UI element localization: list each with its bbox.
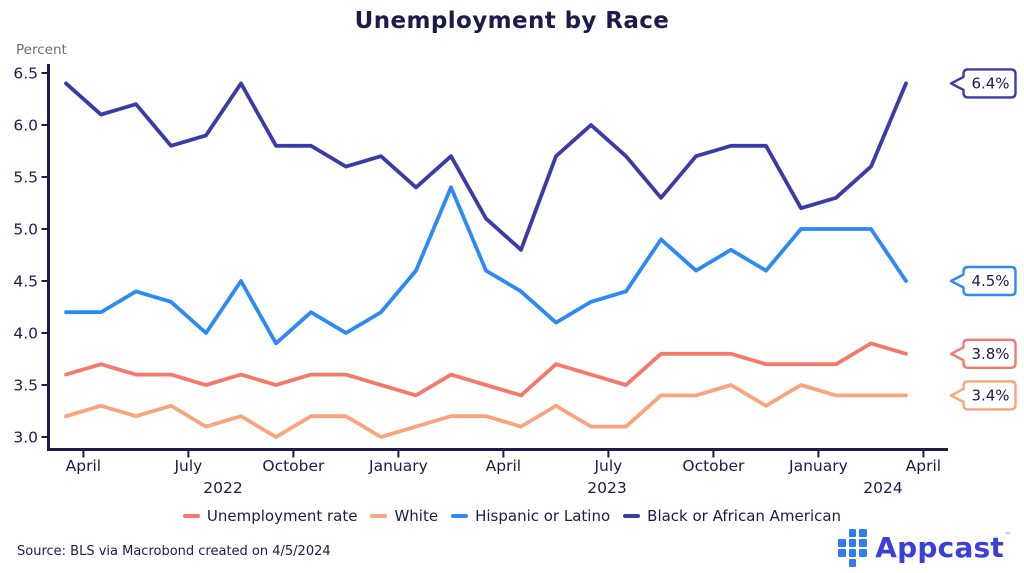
y-tick-label: 3.0 bbox=[13, 429, 38, 447]
y-tick-label: 3.5 bbox=[13, 377, 38, 395]
x-tick-label: April bbox=[486, 457, 521, 475]
x-tick-label: October bbox=[682, 457, 745, 475]
logo-square bbox=[848, 559, 857, 567]
series-line-black-or-african-american bbox=[64, 81, 908, 252]
logo-square bbox=[838, 539, 846, 547]
legend-swatch-icon bbox=[182, 514, 200, 518]
x-tick-label: April bbox=[66, 457, 101, 475]
legend-swatch-icon bbox=[623, 514, 641, 518]
legend: Unemployment rate White Hispanic or Latino… bbox=[0, 507, 1024, 525]
callout-value: 4.5% bbox=[971, 272, 1009, 290]
logo-square bbox=[838, 549, 846, 557]
logo-square bbox=[859, 539, 867, 547]
callout-box-6.4 bbox=[949, 68, 1017, 99]
logo-square bbox=[859, 529, 867, 537]
y-tick-label: 5.5 bbox=[13, 169, 38, 187]
trademark-symbol: ™ bbox=[1004, 531, 1012, 540]
series-line-white bbox=[64, 383, 908, 439]
appcast-logo-mark-icon bbox=[838, 529, 867, 567]
source-note: Source: BLS via Macrobond created on 4/5… bbox=[17, 544, 331, 559]
legend-label: White bbox=[394, 507, 439, 525]
legend-label: Unemployment rate bbox=[206, 507, 358, 525]
x-tick-label: July bbox=[593, 457, 622, 475]
callout-value: 6.4% bbox=[971, 75, 1009, 93]
legend-item-hispanic-or-latino: Hispanic or Latino bbox=[451, 507, 610, 525]
logo-square bbox=[848, 529, 857, 537]
callout-box-3.4 bbox=[949, 380, 1017, 411]
x-year-label: 2024 bbox=[863, 479, 902, 497]
legend-item-white: White bbox=[370, 507, 438, 525]
callout-value: 3.4% bbox=[971, 387, 1009, 405]
series-line-unemployment-rate bbox=[64, 341, 908, 398]
x-year-label: 2023 bbox=[587, 479, 626, 497]
legend-label: Black or African American bbox=[647, 507, 842, 525]
logo-square bbox=[859, 549, 867, 557]
legend-label: Hispanic or Latino bbox=[475, 507, 611, 525]
y-tick-label: 6.5 bbox=[13, 65, 38, 83]
appcast-logo-text: Appcast™ bbox=[875, 531, 1012, 564]
x-tick-label: October bbox=[262, 457, 325, 475]
x-tick-label: July bbox=[173, 457, 202, 475]
x-tick-label: January bbox=[788, 457, 848, 475]
callout-box-3.8 bbox=[949, 338, 1017, 369]
y-tick-label: 5.0 bbox=[13, 221, 38, 239]
callout-value: 3.8% bbox=[971, 345, 1009, 363]
series-line-hispanic-or-latino bbox=[64, 185, 908, 346]
y-tick-label: 4.0 bbox=[13, 325, 38, 343]
legend-swatch-icon bbox=[370, 514, 388, 518]
y-tick-label: 4.5 bbox=[13, 273, 38, 291]
x-year-label: 2022 bbox=[203, 479, 242, 497]
logo-square bbox=[848, 549, 857, 557]
y-tick-label: 6.0 bbox=[13, 117, 38, 135]
callout-box-4.5 bbox=[949, 265, 1017, 297]
x-tick-label: January bbox=[368, 457, 428, 475]
appcast-logo: Appcast™ bbox=[838, 529, 1012, 567]
legend-swatch-icon bbox=[451, 514, 469, 518]
x-tick-label: April bbox=[906, 457, 941, 475]
legend-item-unemployment-rate: Unemployment rate bbox=[182, 507, 358, 525]
logo-square bbox=[848, 539, 857, 547]
legend-item-black-or-african-american: Black or African American bbox=[623, 507, 841, 525]
y-axis-title: Percent bbox=[16, 42, 67, 58]
chart-title: Unemployment by Race bbox=[354, 8, 670, 34]
